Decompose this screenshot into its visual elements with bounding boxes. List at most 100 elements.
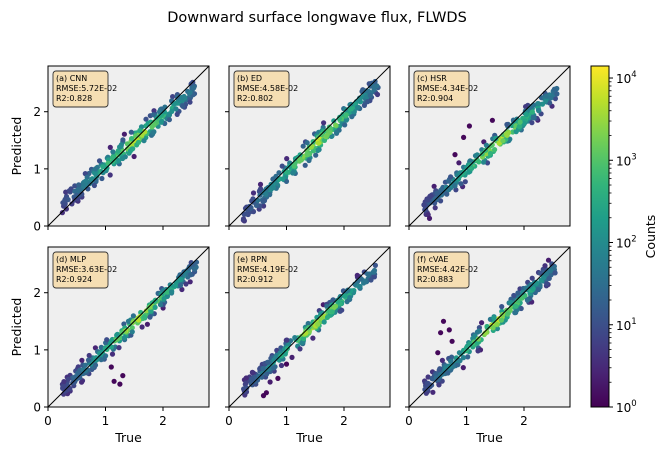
data-point	[421, 202, 427, 208]
data-point	[125, 318, 131, 324]
data-point	[190, 261, 196, 267]
data-point	[72, 188, 78, 194]
data-point	[523, 104, 529, 110]
colorbar-tick-label: 102	[616, 235, 637, 251]
data-point	[250, 370, 256, 376]
data-point	[92, 345, 98, 351]
data-point	[305, 320, 311, 327]
y-tick-label: 0	[33, 401, 41, 415]
data-point	[425, 197, 431, 203]
data-point	[445, 370, 451, 376]
data-point	[438, 192, 445, 198]
data-point	[498, 317, 504, 323]
data-point	[524, 297, 531, 303]
x-axis-label: True	[475, 430, 503, 445]
data-point	[304, 140, 310, 146]
data-point	[129, 142, 135, 148]
data-point	[371, 274, 377, 280]
data-point	[180, 103, 186, 109]
data-point	[324, 314, 330, 320]
data-point	[536, 107, 542, 113]
outlier-point	[117, 381, 123, 387]
data-point	[273, 355, 279, 361]
data-point	[512, 310, 518, 316]
data-point	[491, 315, 497, 321]
data-point	[436, 382, 442, 388]
x-tick-label: 1	[463, 414, 471, 428]
data-point	[423, 386, 429, 392]
data-point	[536, 101, 542, 107]
data-point	[110, 149, 116, 155]
rmse-text: RMSE:4.42E-02	[417, 265, 478, 274]
data-point	[504, 132, 510, 138]
data-point	[151, 108, 157, 114]
data-point	[329, 309, 335, 315]
data-point	[425, 374, 431, 380]
data-point	[334, 129, 340, 135]
data-point	[261, 198, 268, 204]
data-point	[361, 102, 367, 108]
data-point	[187, 99, 193, 105]
data-point	[119, 330, 125, 336]
data-point	[188, 272, 194, 278]
data-point	[552, 96, 559, 102]
data-point	[83, 178, 89, 184]
data-point	[130, 313, 136, 319]
figure-title: Downward surface longwave flux, FLWDS	[167, 10, 467, 26]
data-point	[460, 365, 466, 371]
data-point	[61, 382, 67, 388]
colorbar-tick-label: 103	[616, 152, 637, 168]
data-point	[141, 138, 147, 144]
colorbar-label: Counts	[643, 215, 658, 259]
data-point	[244, 206, 250, 212]
data-point	[342, 122, 348, 128]
data-point	[474, 152, 480, 158]
data-point	[504, 121, 510, 128]
data-point	[66, 188, 72, 194]
data-point	[181, 93, 187, 100]
data-point	[157, 109, 163, 115]
data-point	[76, 182, 82, 188]
data-point	[191, 85, 197, 91]
identity-line	[229, 247, 390, 407]
data-point	[129, 329, 135, 335]
data-point	[98, 344, 104, 350]
axes-frame	[47, 246, 210, 408]
data-point	[474, 340, 480, 346]
data-point	[291, 163, 297, 169]
identity-line	[409, 247, 570, 407]
data-point	[71, 380, 77, 386]
data-point	[518, 305, 524, 312]
data-point	[260, 366, 266, 372]
data-point	[79, 191, 85, 197]
annotation-box	[52, 70, 109, 108]
y-axis-label: Predicted	[9, 298, 24, 357]
data-point	[452, 183, 458, 189]
data-point	[462, 179, 468, 185]
data-point	[535, 287, 542, 293]
data-point	[265, 359, 271, 365]
data-point	[79, 357, 85, 363]
data-point	[278, 362, 285, 369]
axes-frame	[228, 65, 391, 227]
outlier-point	[466, 123, 472, 129]
data-point	[337, 295, 343, 301]
rmse-text: RMSE:5.72E-02	[56, 84, 117, 93]
data-point	[343, 117, 349, 123]
data-point	[542, 263, 548, 269]
data-point	[65, 376, 71, 382]
data-point	[374, 91, 381, 98]
data-point	[276, 170, 282, 176]
data-point	[431, 183, 437, 189]
data-point	[543, 93, 549, 99]
data-point	[427, 193, 433, 199]
data-point	[143, 116, 149, 122]
data-point	[91, 182, 97, 189]
data-point	[315, 140, 322, 146]
data-point	[315, 147, 321, 154]
r2-text: R2:0.802	[237, 94, 273, 103]
data-point	[456, 160, 462, 166]
data-point	[252, 379, 259, 385]
